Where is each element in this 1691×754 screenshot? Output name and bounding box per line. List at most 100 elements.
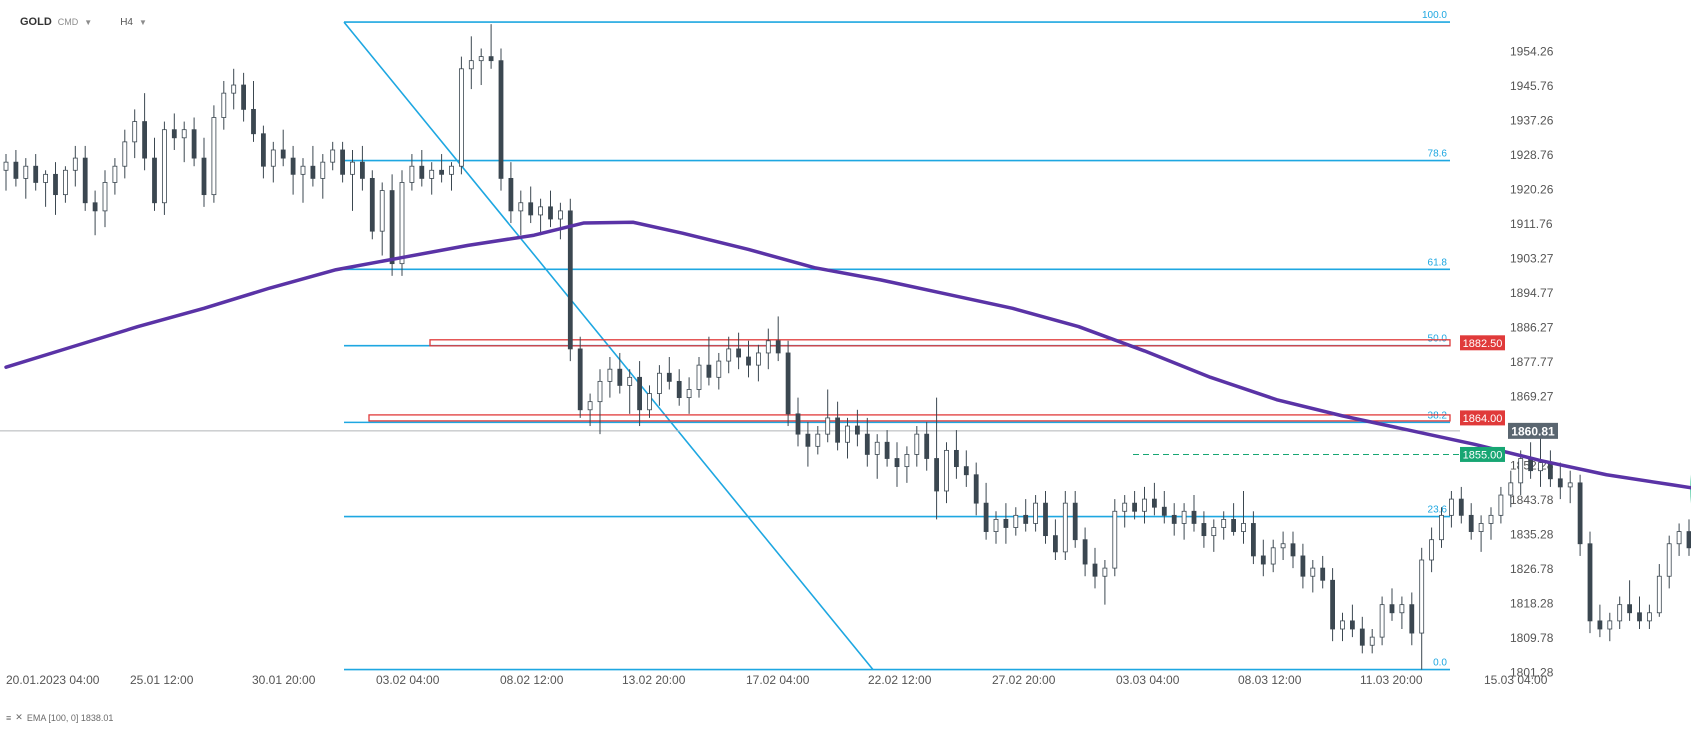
y-tick-label: 1869.27 bbox=[1510, 390, 1554, 404]
candle-body bbox=[549, 207, 553, 219]
x-tick-label: 22.02 12:00 bbox=[868, 673, 932, 687]
candle-body bbox=[1093, 564, 1097, 576]
candle-body bbox=[271, 150, 275, 166]
candle-body bbox=[1301, 556, 1305, 576]
candle-body bbox=[1202, 523, 1206, 535]
candle-body bbox=[123, 142, 127, 166]
candle-body bbox=[24, 166, 28, 178]
candle-body bbox=[529, 203, 533, 215]
candle-body bbox=[786, 353, 790, 414]
candle-body bbox=[479, 57, 483, 61]
candle-body bbox=[568, 211, 572, 349]
candle-body bbox=[1618, 605, 1622, 621]
indicator-legend: ≡ ✕ EMA [100, 0] 1838.01 bbox=[6, 712, 113, 723]
candle-body bbox=[1459, 499, 1463, 515]
candle-body bbox=[648, 394, 652, 410]
candle-body bbox=[875, 442, 879, 454]
x-tick-label: 27.02 20:00 bbox=[992, 673, 1056, 687]
candle-body bbox=[1608, 621, 1612, 629]
candle-body bbox=[469, 61, 473, 69]
timeframe-select[interactable]: H4 bbox=[120, 17, 133, 28]
candle-body bbox=[974, 475, 978, 503]
y-tick-label: 1937.26 bbox=[1510, 114, 1554, 128]
candle-body bbox=[1677, 532, 1681, 544]
y-tick-label: 1877.77 bbox=[1510, 355, 1554, 369]
candle-body bbox=[1509, 483, 1513, 495]
y-tick-label: 1920.26 bbox=[1510, 183, 1554, 197]
chevron-down-icon[interactable]: ▼ bbox=[139, 18, 147, 27]
candle-body bbox=[687, 389, 691, 397]
candle-body bbox=[212, 118, 216, 195]
fib-level-label: 78.6 bbox=[1428, 149, 1448, 160]
candle-body bbox=[1598, 621, 1602, 629]
resistance-price-label: 1882.50 bbox=[1463, 338, 1503, 350]
candle-body bbox=[4, 162, 8, 170]
candle-body bbox=[73, 158, 77, 170]
candle-body bbox=[1667, 544, 1671, 576]
candle-body bbox=[1380, 605, 1384, 637]
fib-level-label: 61.8 bbox=[1428, 257, 1448, 268]
candle-body bbox=[1539, 463, 1543, 471]
candle-body bbox=[588, 402, 592, 410]
x-tick-label: 17.02 04:00 bbox=[746, 673, 810, 687]
candle-body bbox=[1113, 511, 1117, 568]
candle-body bbox=[836, 418, 840, 442]
candle-body bbox=[410, 166, 414, 182]
candle-body bbox=[994, 519, 998, 531]
candle-body bbox=[1073, 503, 1077, 540]
x-tick-label: 20.01.2023 04:00 bbox=[6, 673, 100, 687]
candle-body bbox=[14, 162, 18, 178]
candle-body bbox=[1578, 483, 1582, 544]
x-tick-label: 11.03 20:00 bbox=[1360, 673, 1423, 687]
candle-body bbox=[440, 170, 444, 174]
candle-body bbox=[222, 93, 226, 117]
x-tick-label: 03.02 04:00 bbox=[376, 673, 440, 687]
candle-body bbox=[1657, 576, 1661, 613]
candle-body bbox=[1162, 507, 1166, 515]
y-tick-label: 1911.76 bbox=[1510, 217, 1553, 231]
candle-body bbox=[1499, 495, 1503, 515]
support-price-label: 1855.00 bbox=[1463, 449, 1503, 461]
y-tick-label: 1894.77 bbox=[1510, 286, 1554, 300]
candle-body bbox=[1558, 479, 1562, 487]
symbol-type: CMD bbox=[58, 17, 79, 27]
candle-body bbox=[1261, 556, 1265, 564]
candle-body bbox=[539, 207, 543, 215]
candle-body bbox=[1123, 503, 1127, 511]
x-tick-label: 08.02 12:00 bbox=[500, 673, 564, 687]
candle-body bbox=[1271, 548, 1275, 564]
candle-body bbox=[509, 178, 513, 210]
y-tick-label: 1835.28 bbox=[1510, 527, 1554, 541]
close-icon[interactable]: ✕ bbox=[15, 712, 23, 723]
x-tick-label: 13.02 20:00 bbox=[622, 673, 686, 687]
candle-body bbox=[1647, 613, 1651, 621]
candle-body bbox=[162, 130, 166, 203]
candle-body bbox=[796, 414, 800, 434]
symbol-name[interactable]: GOLD bbox=[20, 16, 52, 28]
candle-body bbox=[1034, 503, 1038, 523]
x-tick-label: 25.01 12:00 bbox=[130, 673, 194, 687]
candle-body bbox=[311, 166, 315, 178]
candle-body bbox=[638, 377, 642, 409]
candle-body bbox=[1242, 523, 1246, 531]
candle-body bbox=[1588, 544, 1592, 621]
candle-body bbox=[558, 211, 562, 219]
candle-body bbox=[855, 426, 859, 434]
candle-body bbox=[133, 122, 137, 142]
chevron-down-icon[interactable]: ▼ bbox=[84, 18, 92, 27]
fib-level-label: 50.0 bbox=[1428, 334, 1448, 345]
x-tick-label: 03.03 04:00 bbox=[1116, 673, 1180, 687]
candle-body bbox=[1529, 459, 1533, 471]
candle-body bbox=[945, 450, 949, 491]
y-tick-label: 1903.27 bbox=[1510, 251, 1554, 265]
candle-body bbox=[1251, 523, 1255, 555]
candle-body bbox=[905, 454, 909, 466]
list-icon[interactable]: ≡ bbox=[6, 713, 11, 723]
candle-body bbox=[608, 369, 612, 381]
candle-body bbox=[717, 361, 721, 377]
candle-body bbox=[172, 130, 176, 138]
x-tick-label: 30.01 20:00 bbox=[252, 673, 316, 687]
candle-body bbox=[489, 57, 493, 61]
